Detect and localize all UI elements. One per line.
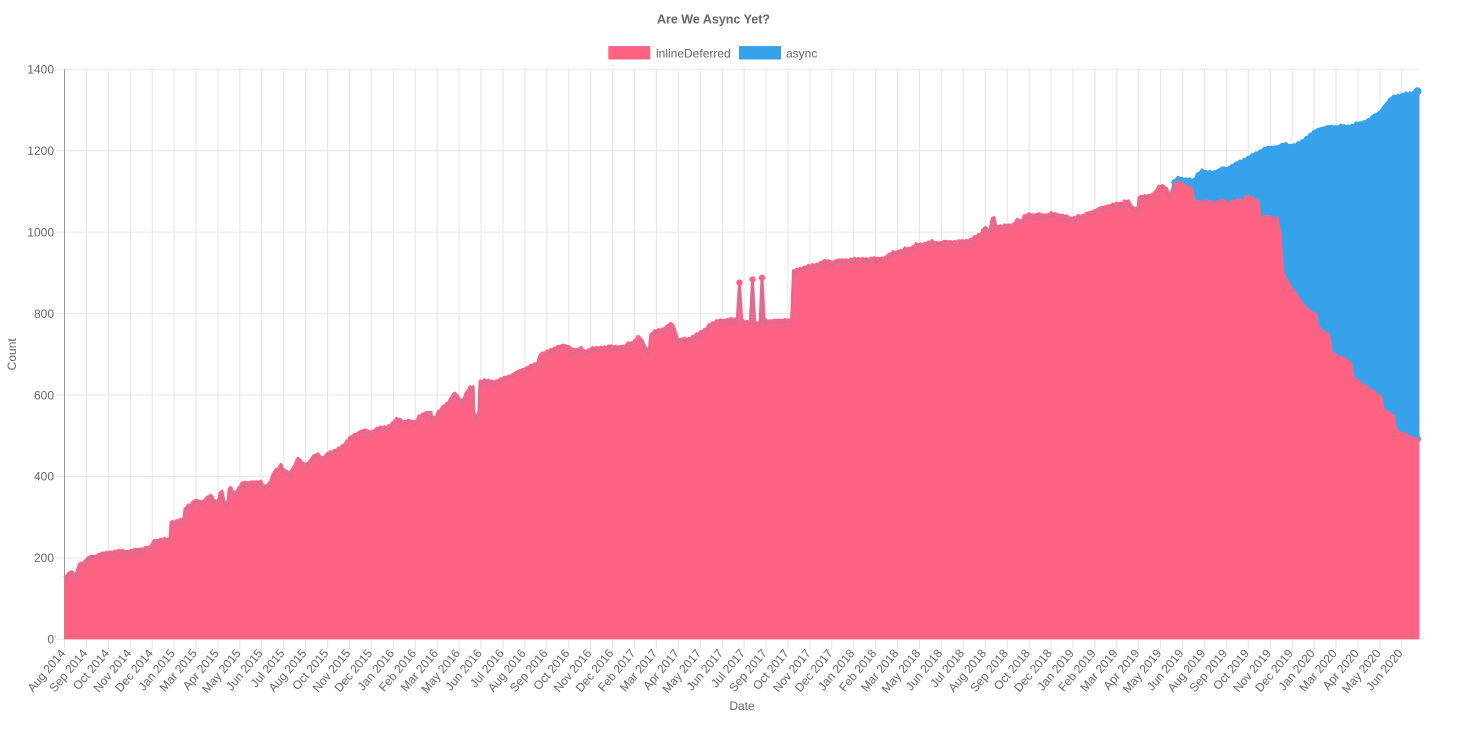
svg-text:200: 200 [34, 551, 54, 565]
svg-text:800: 800 [34, 307, 54, 321]
svg-text:1400: 1400 [27, 63, 54, 77]
svg-text:0: 0 [47, 633, 54, 647]
svg-text:1200: 1200 [27, 144, 54, 158]
svg-text:Count: Count [5, 338, 19, 371]
svg-text:1000: 1000 [27, 226, 54, 240]
svg-text:400: 400 [34, 470, 54, 484]
svg-text:inlineDeferred: inlineDeferred [656, 47, 731, 61]
svg-text:Date: Date [729, 699, 755, 713]
svg-text:async: async [786, 47, 817, 61]
svg-text:Are We Async Yet?: Are We Async Yet? [657, 13, 770, 27]
svg-text:600: 600 [34, 388, 54, 402]
